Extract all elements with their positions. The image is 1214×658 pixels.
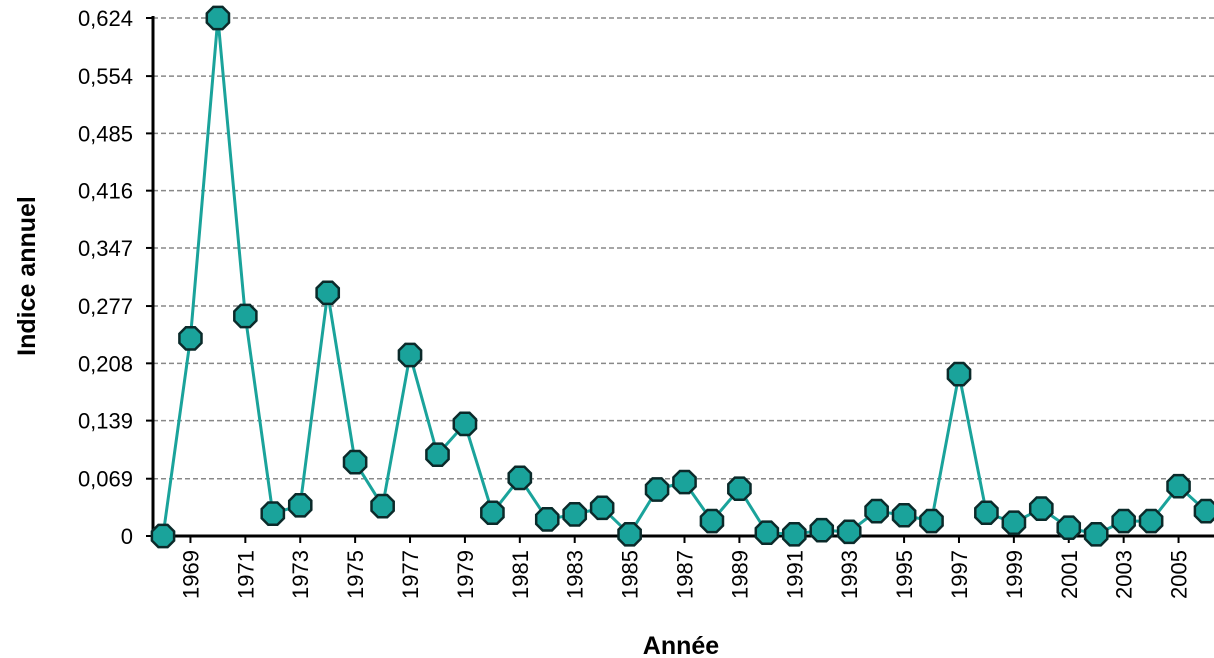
data-point (233, 303, 258, 329)
data-point (562, 502, 588, 527)
data-point (397, 342, 423, 368)
data-point (507, 465, 533, 491)
data-point (1083, 522, 1109, 547)
x-tick-label: 1985 (618, 550, 643, 599)
x-tick-label: 1991 (782, 550, 807, 599)
data-point (699, 508, 725, 534)
x-tick-label: 1979 (453, 550, 478, 599)
data-point (891, 502, 917, 528)
data-point (1111, 508, 1136, 534)
data-point (315, 280, 341, 306)
data-point (1193, 498, 1214, 524)
x-tick-label: 1981 (508, 550, 533, 599)
y-tick-label: 0,347 (78, 236, 133, 261)
data-point (946, 361, 972, 387)
x-tick-label: 1993 (837, 550, 862, 599)
data-point (809, 517, 835, 543)
data-point (1028, 496, 1054, 521)
x-tick-label: 1973 (288, 550, 313, 599)
data-point (781, 522, 807, 547)
y-tick-label: 0,208 (78, 351, 133, 376)
data-points (150, 5, 1214, 549)
data-point (919, 508, 944, 534)
data-point (864, 498, 889, 524)
data-point (1001, 510, 1027, 536)
y-tick-label: 0,554 (78, 64, 133, 89)
data-point (727, 476, 752, 502)
data-point (287, 492, 313, 518)
y-tick-label: 0,485 (78, 121, 133, 146)
data-point (644, 477, 670, 502)
data-point (534, 507, 560, 532)
x-tick-label: 1987 (673, 550, 698, 599)
x-tick-label: 1995 (892, 550, 917, 599)
data-point (1056, 515, 1082, 541)
x-tick-label: 1983 (563, 550, 588, 599)
y-tick-label: 0,624 (78, 6, 133, 31)
data-point (205, 5, 231, 31)
data-point (974, 500, 999, 526)
x-tick-label: 1977 (398, 550, 423, 599)
data-point (1138, 508, 1164, 534)
x-tick-label: 1971 (233, 550, 258, 599)
data-point (836, 519, 862, 545)
y-axis-ticks: 0 0,069 0,139 0,208 0,277 0,347 0,416 0,485 0,55… (78, 6, 153, 549)
x-tick-label: 2001 (1057, 550, 1082, 599)
data-point (342, 449, 368, 475)
x-tick-label: 1975 (343, 550, 368, 599)
data-point (178, 326, 203, 351)
axes (151, 16, 1214, 538)
y-tick-label: 0 (121, 524, 133, 549)
data-point (754, 520, 780, 546)
y-tick-label: 0,277 (78, 294, 133, 319)
x-axis-ticks: 1969 1971 1973 1975 1977 1979 1981 1983 1985 1987… (178, 536, 1192, 599)
data-point (480, 500, 505, 526)
x-tick-label: 2005 (1167, 550, 1192, 599)
data-point (260, 501, 286, 526)
y-tick-label: 0,416 (78, 179, 133, 204)
data-point (589, 495, 615, 521)
y-tick-label: 0,139 (78, 409, 133, 434)
data-point (452, 411, 478, 437)
x-tick-label: 2003 (1112, 550, 1137, 599)
x-tick-label: 1989 (727, 550, 752, 599)
x-tick-label: 1999 (1002, 550, 1027, 599)
y-axis-title: Indice annuel (13, 196, 41, 356)
data-point (370, 493, 395, 519)
data-point (425, 442, 450, 467)
data-point (1166, 473, 1191, 499)
data-point (672, 469, 697, 495)
data-point (617, 522, 642, 547)
x-tick-label: 1997 (947, 550, 972, 599)
y-tick-label: 0,069 (78, 467, 133, 492)
series-line (161, 17, 1208, 537)
data-point (150, 523, 176, 549)
x-tick-label: 1969 (178, 550, 203, 599)
x-axis-title: Année (643, 632, 720, 658)
